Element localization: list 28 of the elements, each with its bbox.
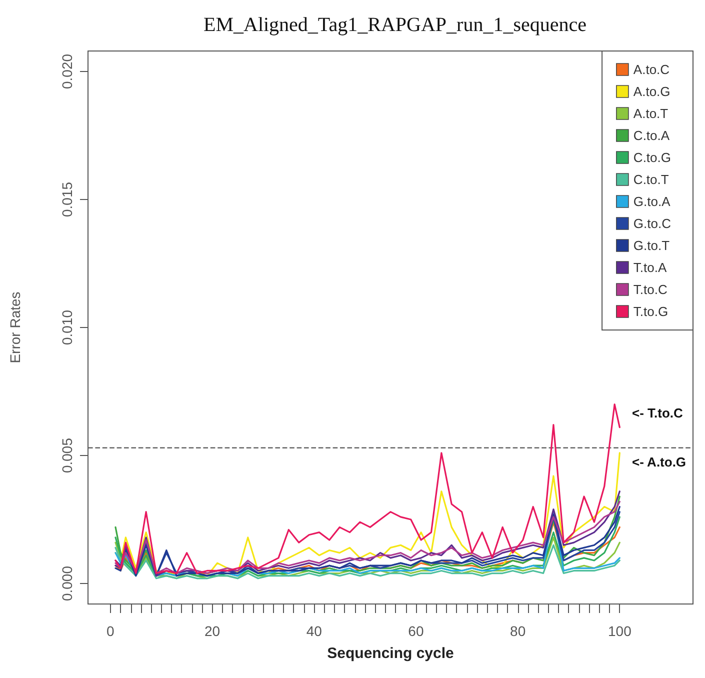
x-tick-label: 80 — [510, 623, 526, 639]
x-tick-label: 60 — [408, 623, 424, 639]
x-tick-label: 100 — [608, 623, 632, 639]
y-tick-label: 0.015 — [59, 182, 75, 218]
legend-label: A.to.T — [633, 106, 668, 121]
legend-label: C.to.G — [633, 150, 672, 165]
legend-label: G.to.A — [633, 194, 671, 209]
y-tick-label: 0.005 — [59, 438, 75, 474]
x-tick-label: 20 — [204, 623, 220, 639]
legend-label: T.to.G — [633, 304, 668, 319]
legend-label: T.to.C — [633, 282, 668, 297]
y-tick-label: 0.020 — [59, 54, 75, 90]
legend-label: T.to.A — [633, 260, 667, 275]
annotation: <- A.to.G — [632, 454, 686, 470]
legend-label: C.to.A — [633, 128, 670, 143]
y-tick-label: 0.010 — [59, 310, 75, 346]
legend-label: G.to.T — [633, 238, 670, 253]
annotation: <- T.to.C — [632, 406, 684, 420]
x-tick-label: 40 — [306, 623, 322, 639]
x-tick-label: 0 — [106, 623, 115, 639]
y-tick-label: 0.000 — [59, 566, 75, 602]
legend-label: A.to.C — [633, 62, 670, 77]
y-axis-title: Error Rates — [7, 292, 23, 364]
chart-title: EM_Aligned_Tag1_RAPGAP_run_1_sequence — [204, 14, 587, 36]
legend-label: C.to.T — [633, 172, 669, 187]
legend-label: G.to.C — [633, 216, 672, 231]
legend-label: A.to.G — [633, 84, 670, 99]
x-axis-title: Sequencing cycle — [327, 645, 454, 662]
